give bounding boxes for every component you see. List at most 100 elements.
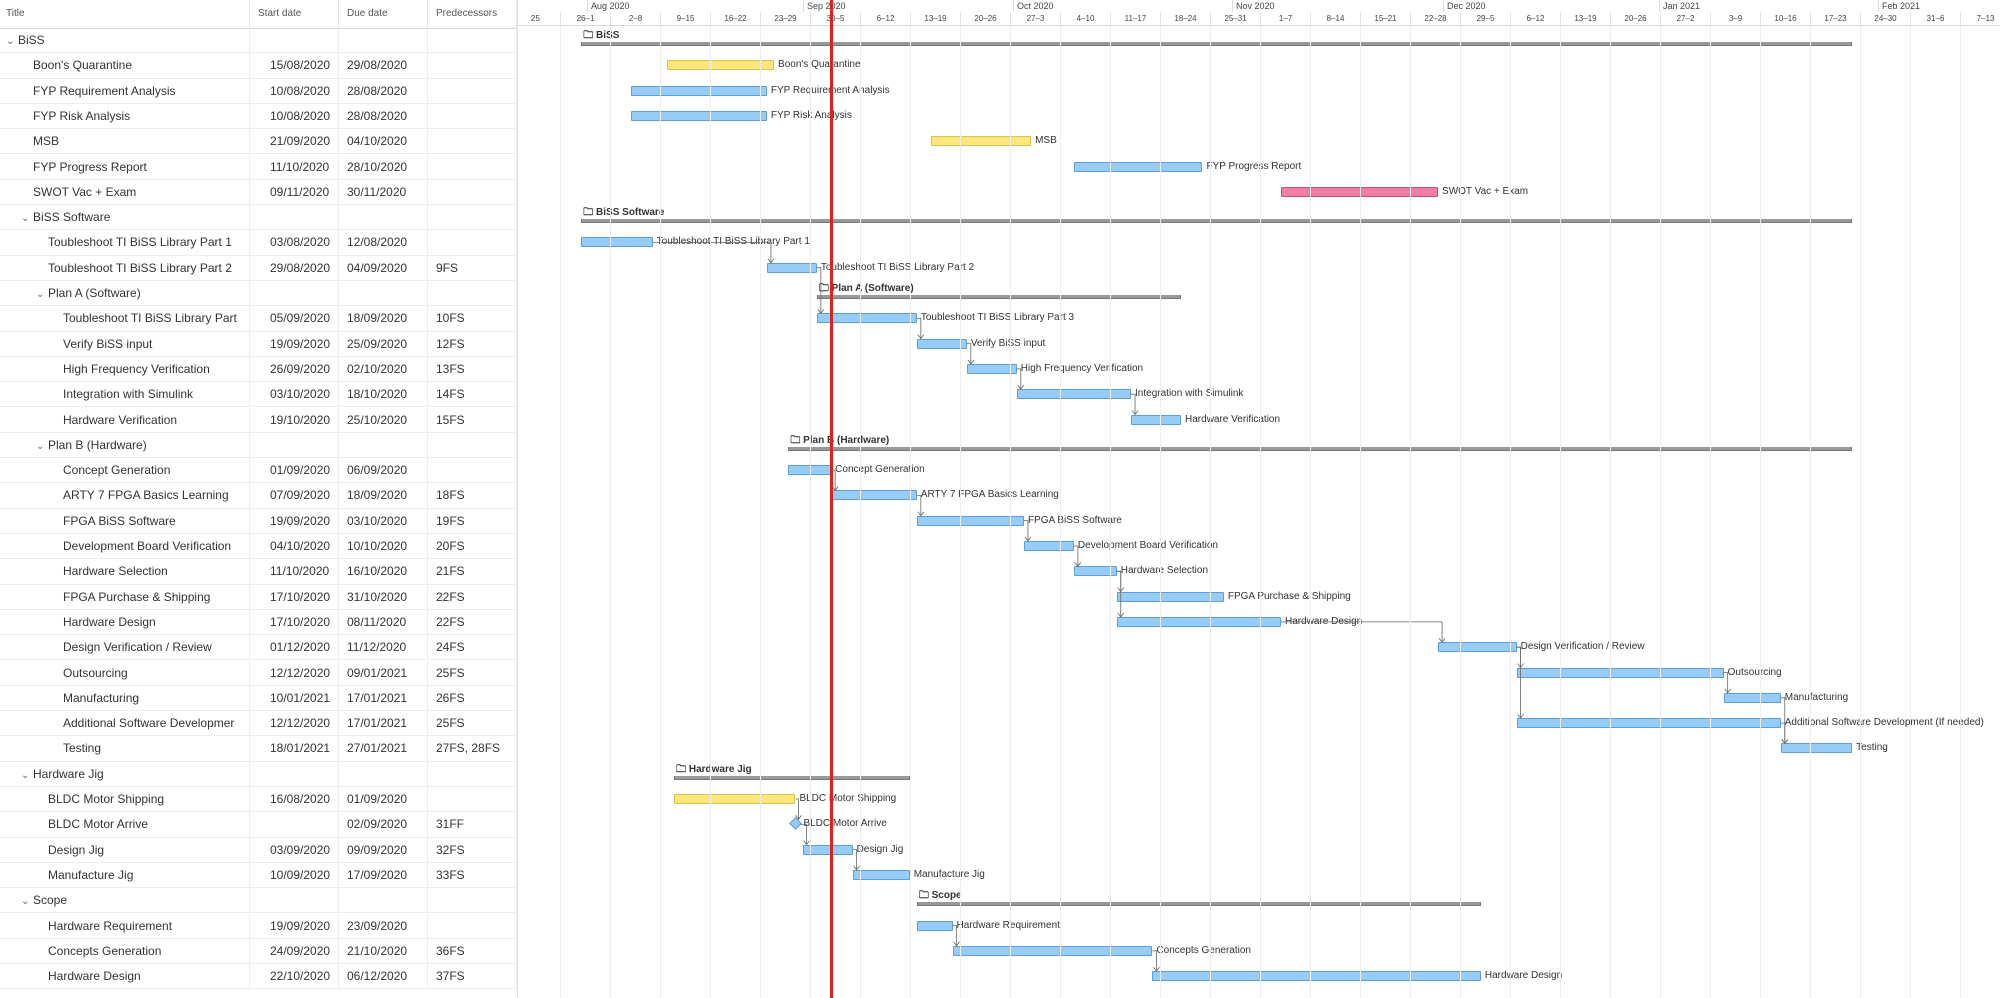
- task-bar[interactable]: [666, 60, 775, 71]
- task-bar[interactable]: [916, 338, 967, 349]
- due-date-cell[interactable]: 28/08/2020: [339, 78, 428, 104]
- task-title-cell[interactable]: ⌄ BiSS: [0, 28, 250, 53]
- chevron-down-icon[interactable]: ⌄: [21, 769, 30, 781]
- due-date-cell[interactable]: [339, 761, 428, 787]
- predecessors-cell[interactable]: 36FS: [428, 938, 517, 964]
- predecessors-cell[interactable]: 26FS: [428, 685, 517, 711]
- start-date-cell[interactable]: 10/08/2020: [250, 103, 339, 129]
- task-bar[interactable]: [1438, 642, 1517, 653]
- predecessors-cell[interactable]: [428, 761, 517, 787]
- predecessors-cell[interactable]: [428, 913, 517, 939]
- predecessors-cell[interactable]: [428, 432, 517, 458]
- chevron-down-icon[interactable]: ⌄: [6, 36, 15, 47]
- task-row[interactable]: Development Board Verification 04/10/2020…: [0, 534, 517, 560]
- task-bar[interactable]: [916, 515, 1024, 526]
- due-date-cell[interactable]: 25/09/2020: [339, 331, 428, 357]
- task-bar[interactable]: [966, 363, 1017, 374]
- task-title-cell[interactable]: Additional Software Developmer: [0, 711, 250, 737]
- column-header-predecessors[interactable]: Predecessors: [428, 0, 517, 28]
- predecessors-cell[interactable]: 22FS: [428, 609, 517, 635]
- task-title-cell[interactable]: Outsourcing: [0, 660, 250, 686]
- task-row[interactable]: Toubleshoot TI BiSS Library Part 2 29/08/…: [0, 255, 517, 281]
- predecessors-cell[interactable]: [428, 154, 517, 180]
- due-date-cell[interactable]: 30/11/2020: [339, 179, 428, 205]
- task-row[interactable]: Toubleshoot TI BiSS Library Part 05/09/20…: [0, 306, 517, 332]
- column-header-due-date[interactable]: Due date: [339, 0, 428, 28]
- task-row[interactable]: FYP Requirement Analysis 10/08/2020 28/08/…: [0, 78, 517, 104]
- task-title-cell[interactable]: FYP Requirement Analysis: [0, 78, 250, 104]
- task-row[interactable]: MSB 21/09/2020 04/10/2020: [0, 129, 517, 155]
- start-date-cell[interactable]: 19/09/2020: [250, 913, 339, 939]
- group-summary-bar[interactable]: [674, 775, 910, 780]
- task-row[interactable]: SWOT Vac + Exam 09/11/2020 30/11/2020: [0, 179, 517, 206]
- start-date-cell[interactable]: [250, 432, 339, 458]
- task-row[interactable]: FPGA BiSS Software 19/09/2020 03/10/2020 19…: [0, 508, 517, 534]
- task-title-cell[interactable]: ⌄ Hardware Jig: [0, 761, 250, 787]
- due-date-cell[interactable]: 28/08/2020: [339, 103, 428, 129]
- task-title-cell[interactable]: FPGA BiSS Software: [0, 508, 250, 534]
- predecessors-cell[interactable]: 13FS: [428, 356, 517, 382]
- chevron-down-icon[interactable]: ⌄: [36, 440, 45, 452]
- group-summary-bar[interactable]: [788, 446, 1853, 451]
- task-row[interactable]: FYP Progress Report 11/10/2020 28/10/2020: [0, 154, 517, 180]
- predecessors-cell[interactable]: [428, 205, 517, 231]
- task-title-cell[interactable]: Integration with Simulink: [0, 382, 250, 408]
- start-date-cell[interactable]: 09/11/2020: [250, 179, 339, 205]
- due-date-cell[interactable]: 06/09/2020: [339, 458, 428, 484]
- task-title-cell[interactable]: Verify BiSS input: [0, 331, 250, 357]
- predecessors-cell[interactable]: [428, 888, 517, 914]
- task-row[interactable]: Hardware Design 17/10/2020 08/11/2020 22FS: [0, 609, 517, 636]
- task-title-cell[interactable]: ⌄ Plan B (Hardware): [0, 432, 250, 458]
- start-date-cell[interactable]: 12/12/2020: [250, 711, 339, 737]
- task-bar[interactable]: [931, 136, 1032, 147]
- due-date-cell[interactable]: 03/10/2020: [339, 508, 428, 534]
- task-bar[interactable]: [1073, 566, 1117, 577]
- predecessors-cell[interactable]: 9FS: [428, 255, 517, 281]
- start-date-cell[interactable]: 21/09/2020: [250, 129, 339, 155]
- group-row[interactable]: ⌄ Plan A (Software): [0, 281, 517, 307]
- start-date-cell[interactable]: [250, 888, 339, 914]
- group-row[interactable]: ⌄ Scope: [0, 888, 517, 914]
- task-bar[interactable]: [1116, 616, 1281, 627]
- task-bar[interactable]: [1016, 389, 1132, 400]
- due-date-cell[interactable]: 18/10/2020: [339, 382, 428, 408]
- due-date-cell[interactable]: 28/10/2020: [339, 154, 428, 180]
- task-title-cell[interactable]: Hardware Selection: [0, 559, 250, 585]
- due-date-cell[interactable]: 12/08/2020: [339, 230, 428, 256]
- start-date-cell[interactable]: 17/10/2020: [250, 609, 339, 635]
- task-bar[interactable]: [1073, 161, 1203, 172]
- predecessors-cell[interactable]: 15FS: [428, 407, 517, 433]
- chevron-down-icon[interactable]: ⌄: [21, 896, 30, 908]
- predecessors-cell[interactable]: 20FS: [428, 534, 517, 559]
- chevron-down-icon[interactable]: ⌄: [36, 289, 45, 300]
- predecessors-cell[interactable]: [428, 787, 517, 812]
- task-row[interactable]: BLDC Motor Shipping 16/08/2020 01/09/2020: [0, 787, 517, 813]
- start-date-cell[interactable]: 05/09/2020: [250, 306, 339, 332]
- start-date-cell[interactable]: 11/10/2020: [250, 154, 339, 180]
- task-title-cell[interactable]: Design Verification / Review: [0, 635, 250, 661]
- task-title-cell[interactable]: Manufacturing: [0, 685, 250, 711]
- task-title-cell[interactable]: Development Board Verification: [0, 534, 250, 559]
- start-date-cell[interactable]: 04/10/2020: [250, 534, 339, 559]
- predecessors-cell[interactable]: 37FS: [428, 964, 517, 990]
- column-header-title[interactable]: Title: [0, 0, 250, 28]
- due-date-cell[interactable]: [339, 432, 428, 458]
- start-date-cell[interactable]: 24/09/2020: [250, 938, 339, 964]
- predecessors-cell[interactable]: [428, 281, 517, 306]
- task-title-cell[interactable]: ⌄ Scope: [0, 888, 250, 914]
- due-date-cell[interactable]: 25/10/2020: [339, 407, 428, 433]
- task-title-cell[interactable]: ⌄ Plan A (Software): [0, 281, 250, 306]
- task-row[interactable]: Manufacturing 10/01/2021 17/01/2021 26FS: [0, 685, 517, 712]
- start-date-cell[interactable]: [250, 761, 339, 787]
- start-date-cell[interactable]: 15/08/2020: [250, 53, 339, 79]
- task-row[interactable]: Concept Generation 01/09/2020 06/09/2020: [0, 458, 517, 484]
- start-date-cell[interactable]: 07/09/2020: [250, 483, 339, 509]
- predecessors-cell[interactable]: 14FS: [428, 382, 517, 408]
- task-bar[interactable]: [1780, 743, 1853, 754]
- task-bar[interactable]: [1516, 667, 1724, 678]
- task-row[interactable]: Design Verification / Review 01/12/2020 11…: [0, 635, 517, 661]
- task-bar[interactable]: [631, 85, 767, 96]
- start-date-cell[interactable]: 01/09/2020: [250, 458, 339, 484]
- start-date-cell[interactable]: 03/08/2020: [250, 230, 339, 256]
- task-title-cell[interactable]: MSB: [0, 129, 250, 155]
